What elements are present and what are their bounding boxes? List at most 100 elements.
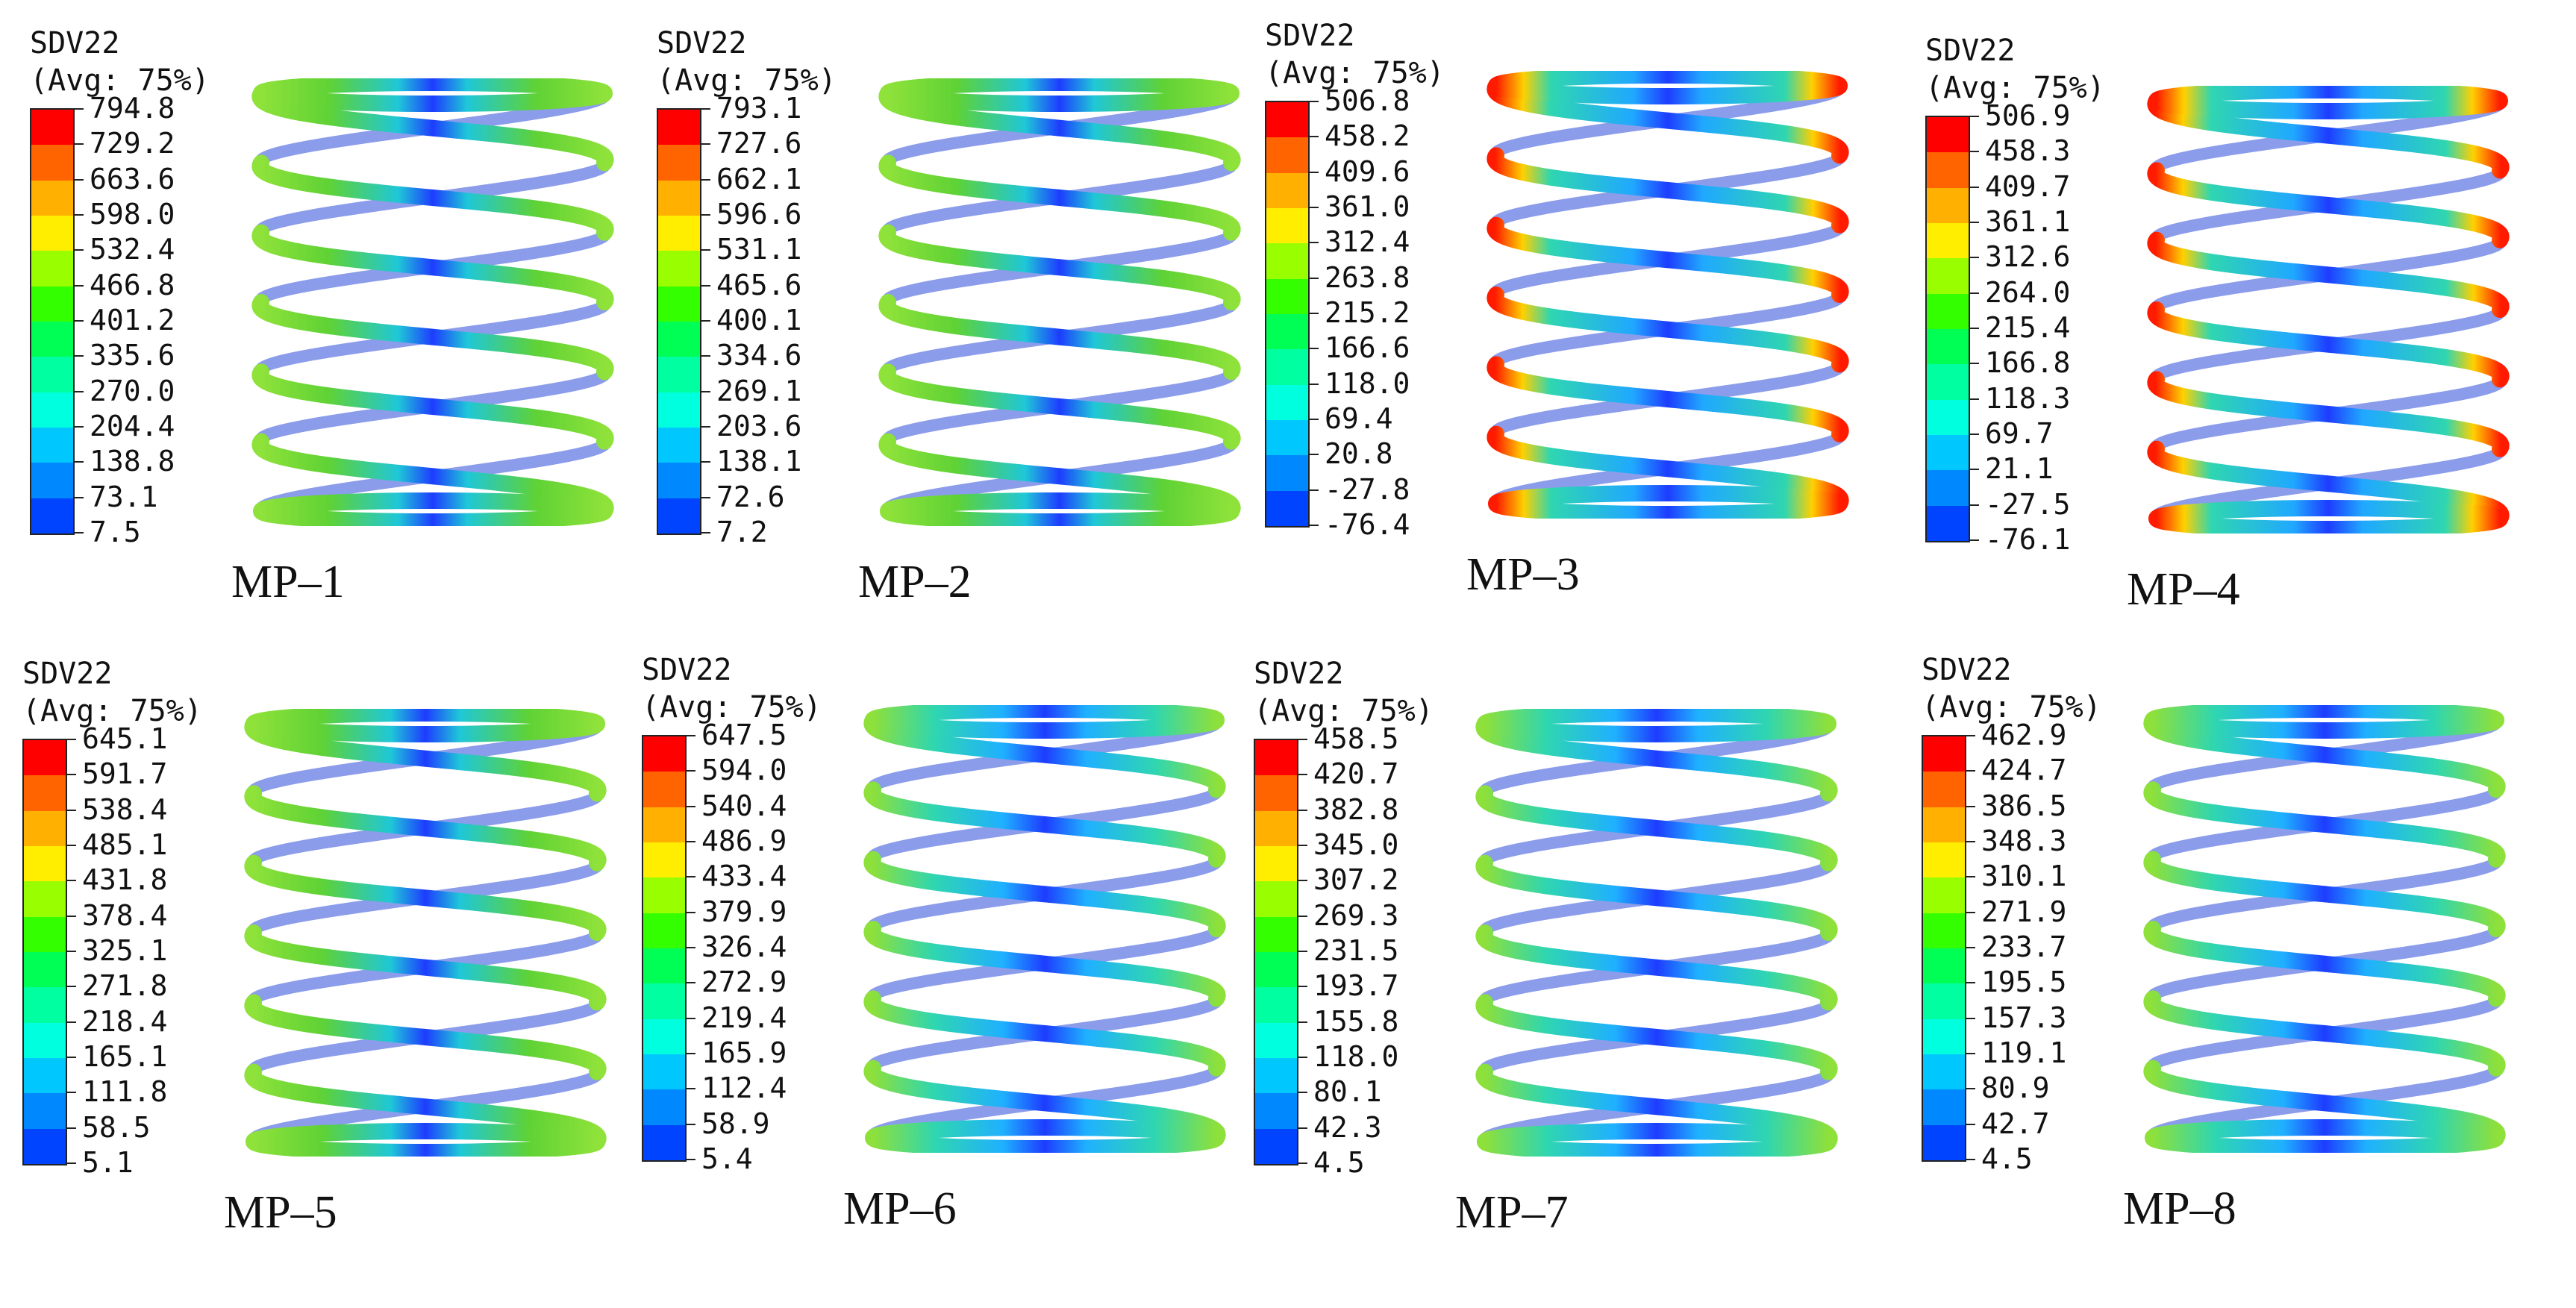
legend-tick [73, 320, 84, 322]
coil-front-strand [1475, 854, 1838, 941]
legend-swatch [1266, 137, 1308, 174]
panel-caption: MP–7 [1455, 1187, 1569, 1238]
legend-value: 118.0 [1325, 366, 1410, 400]
legend-tick [1969, 434, 1979, 435]
legend-value: 326.4 [701, 930, 787, 963]
legend-tick [1297, 880, 1307, 882]
legend-value: 532.4 [90, 233, 175, 266]
legend-swatch [1923, 1018, 1965, 1055]
legend-tick [66, 1127, 76, 1129]
legend-swatch [643, 983, 685, 1020]
legend-tick [1308, 171, 1319, 173]
legend-swatch [1927, 258, 1969, 295]
end-coil [1477, 709, 1836, 742]
legend-tick [685, 1123, 695, 1125]
legend-tick [700, 426, 710, 428]
coil-front-strand [863, 921, 1226, 1007]
spring-contour [2147, 86, 2510, 533]
legend-swatch [1255, 916, 1297, 953]
end-coil [1488, 485, 1848, 519]
coil-front-strand [2147, 440, 2510, 527]
legend-swatch [1927, 117, 1969, 153]
legend-value: 20.8 [1325, 437, 1393, 471]
legend-value: 420.7 [1313, 757, 1399, 791]
legend-tick [685, 841, 695, 842]
legend-tick [1969, 151, 1979, 153]
legend-tick [700, 461, 710, 463]
legend-tick [1965, 770, 1975, 772]
legend-swatch [1927, 223, 1969, 259]
legend-value: 531.1 [716, 233, 802, 266]
legend-tick [1308, 242, 1319, 244]
coil-front-strand [2143, 1060, 2506, 1146]
legend-swatch [31, 110, 73, 145]
legend-swatch [1923, 1089, 1965, 1126]
panel-caption: MP–1 [231, 557, 345, 607]
legend-value: 264.0 [1985, 275, 2071, 309]
end-coil [865, 705, 1225, 739]
legend-swatch [643, 877, 685, 914]
legend-tick [1297, 1057, 1307, 1058]
variable-title: SDV22 [1925, 34, 2016, 68]
panel-mp-5: SDV22 (Avg: 75%) 645.1 591.7 538.4 485.1 431.8… [22, 657, 642, 1291]
legend-tick [66, 739, 76, 740]
legend-value: 7.5 [90, 516, 141, 548]
legend-swatch [24, 775, 66, 812]
variable-title: SDV22 [1922, 653, 2012, 687]
legend-color-bar [642, 735, 687, 1162]
coil-front-strand [251, 363, 614, 450]
legend-tick [685, 1088, 695, 1090]
legend-value: 195.5 [1981, 966, 2067, 999]
legend-tick [73, 143, 84, 145]
legend-swatch [643, 736, 685, 772]
coil-front-strand [878, 85, 1241, 172]
legend-value: 7.2 [716, 516, 768, 548]
variable-title: SDV22 [30, 26, 120, 60]
legend-value: 310.1 [1981, 860, 2067, 893]
color-legend: 794.8 729.2 663.6 598.0 532.4 466.8 401.2 335.6… [30, 94, 298, 548]
variable-title: SDV22 [1265, 19, 1355, 53]
legend-swatch [643, 1018, 685, 1055]
legend-value: 118.0 [1313, 1040, 1399, 1073]
legend-swatch [31, 322, 73, 357]
legend-tick [700, 355, 710, 357]
coil-front-strand [1486, 425, 1849, 512]
legend-value: 794.8 [90, 92, 175, 125]
color-legend: 645.1 591.7 538.4 485.1 431.8 378.4 325.1 271.8… [22, 725, 291, 1179]
legend-tick [685, 911, 695, 913]
spring-contour [251, 78, 614, 526]
coil-front-strand [244, 924, 607, 1011]
legend-tick [685, 982, 695, 984]
color-legend: 793.1 727.6 662.1 596.6 531.1 465.6 400.1 334.6… [657, 94, 925, 548]
averaging-note: (Avg: 75%) [1922, 690, 2101, 725]
legend-tick [700, 320, 710, 322]
legend-color-bar [657, 108, 701, 535]
legend-swatch [658, 180, 700, 216]
legend-tick [685, 947, 695, 948]
legend-swatch [1923, 948, 1965, 984]
legend-swatch [643, 1089, 685, 1126]
legend-swatch [658, 251, 700, 287]
legend-swatch [658, 286, 700, 322]
color-legend: 647.5 594.0 540.4 486.9 433.4 379.9 326.4 272.9… [642, 721, 910, 1175]
panel-caption: MP–8 [2123, 1183, 2236, 1234]
legend-value: 458.3 [1985, 134, 2071, 168]
coil-front-strand [878, 363, 1241, 450]
legend-value: 486.9 [701, 824, 787, 857]
legend-value: 21.1 [1985, 452, 2054, 486]
legend-value: 42.3 [1313, 1110, 1382, 1144]
legend-value: 378.4 [82, 898, 168, 932]
coil-front-strand [2143, 990, 2506, 1077]
coil-front-strand [1486, 287, 1849, 373]
legend-tick [1965, 805, 1975, 807]
legend-value: 424.7 [1981, 754, 2067, 787]
legend-tick [1965, 947, 1975, 948]
legend-value: 506.9 [1985, 99, 2071, 132]
legend-tick [73, 249, 84, 251]
legend-tick [1308, 454, 1319, 456]
legend-swatch [1923, 736, 1965, 772]
legend-swatch [31, 286, 73, 322]
coil-front-strand [1486, 147, 1849, 234]
coil-front-strand [244, 854, 607, 941]
legend-value: 647.5 [701, 719, 787, 751]
